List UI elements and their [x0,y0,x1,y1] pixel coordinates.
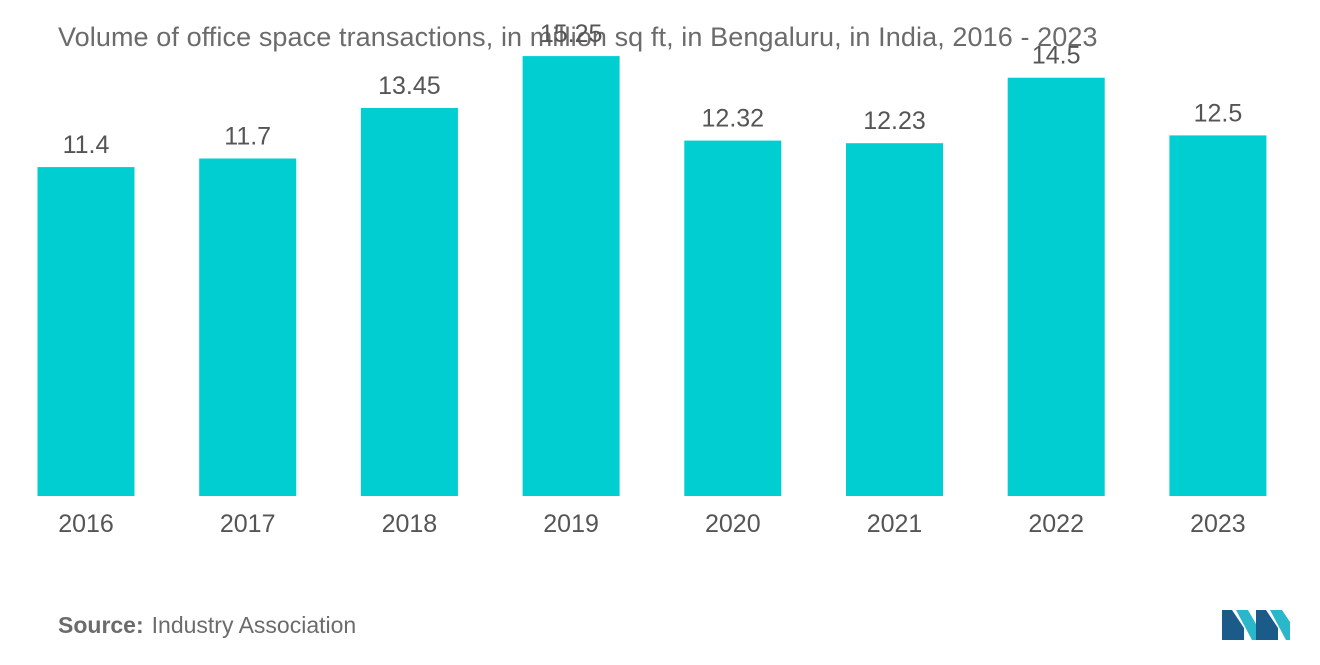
chart-title: Volume of office space transactions, in … [58,22,1098,52]
value-labels-group: 11.4 11.7 13.45 15.25 12.32 12.23 14.5 12.5 [63,20,1243,159]
x-tick-label-2023: 2023 [1190,510,1246,538]
value-label-2021: 12.23 [863,107,926,135]
mordor-logo-icon [1222,604,1290,645]
x-tick-label-2019: 2019 [543,510,599,538]
bar-chart: 11.4 11.7 13.45 15.25 12.32 12.23 14.5 12.5 201… [37,20,1267,538]
bars-group [37,56,1267,496]
bar-2018 [360,108,458,496]
x-tick-label-2022: 2022 [1028,510,1084,538]
bar-2020 [684,140,782,496]
x-tick-label-2016: 2016 [58,510,114,538]
bar-2016 [37,167,135,496]
value-label-2016: 11.4 [63,131,110,159]
source-note: Source: Industry Association [58,612,356,639]
value-label-2020: 12.32 [702,105,765,133]
x-tick-label-2017: 2017 [220,510,276,538]
x-axis-tick-labels: 2016 2017 2018 2019 2020 2021 2022 2023 [58,510,1246,538]
bar-2023 [1169,135,1267,496]
x-tick-label-2020: 2020 [705,510,761,538]
bar-2022 [1007,77,1105,496]
x-tick-label-2018: 2018 [382,510,438,538]
x-tick-label-2021: 2021 [867,510,923,538]
source-label: Source: [58,612,144,638]
bar-2017 [199,158,297,496]
bar-2021 [846,143,943,496]
value-label-2019: 15.25 [540,20,603,48]
value-label-2018: 13.45 [378,72,441,100]
source-text: Industry Association [151,612,357,638]
bar-2019 [522,56,620,496]
value-label-2017: 11.7 [224,123,271,151]
value-label-2022: 14.5 [1032,42,1081,70]
value-label-2023: 12.5 [1194,99,1243,127]
